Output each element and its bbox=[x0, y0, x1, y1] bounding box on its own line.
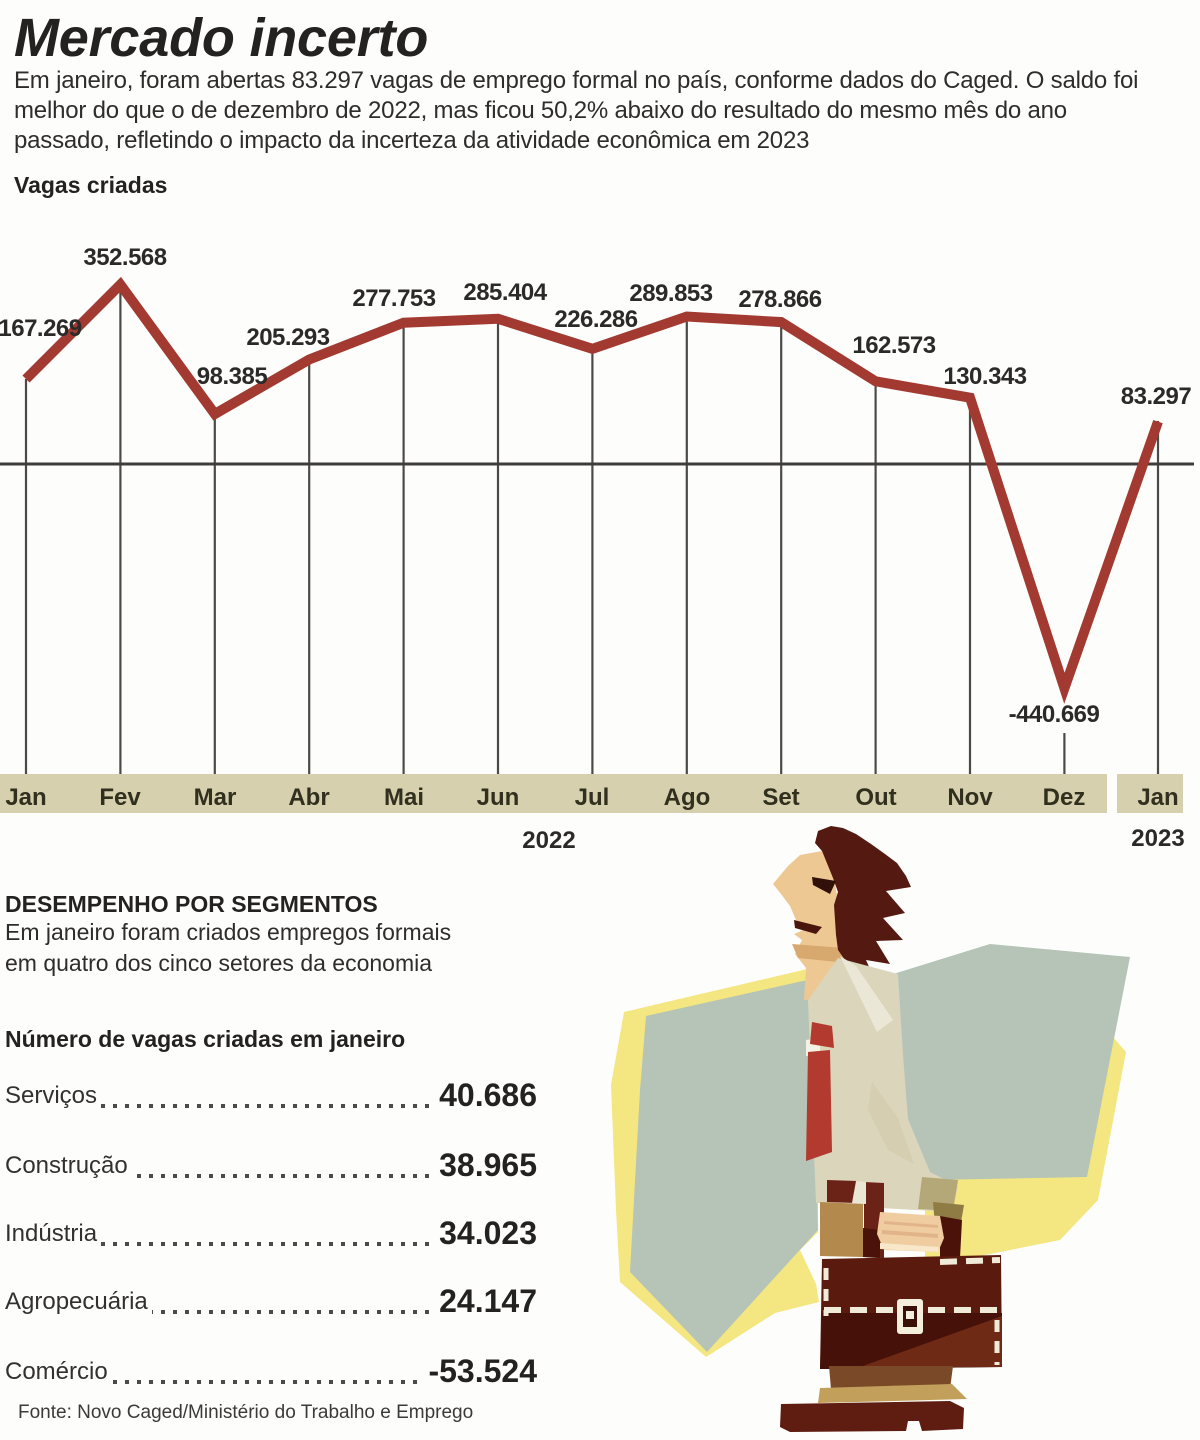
svg-text:352.568: 352.568 bbox=[83, 244, 166, 271]
svg-text:285.404: 285.404 bbox=[463, 279, 547, 306]
svg-text:130.343: 130.343 bbox=[943, 363, 1026, 390]
svg-text:Mai: Mai bbox=[384, 784, 424, 811]
svg-text:2023: 2023 bbox=[1131, 825, 1184, 852]
svg-text:205.293: 205.293 bbox=[246, 324, 329, 351]
svg-text:Mar: Mar bbox=[194, 784, 237, 811]
svg-text:2022: 2022 bbox=[522, 827, 575, 854]
svg-text:167.269: 167.269 bbox=[0, 315, 82, 342]
svg-text:-440.669: -440.669 bbox=[1009, 701, 1100, 728]
svg-text:Jan: Jan bbox=[5, 784, 46, 811]
svg-text:Nov: Nov bbox=[947, 784, 993, 811]
svg-text:278.866: 278.866 bbox=[738, 286, 821, 313]
svg-text:Ago: Ago bbox=[664, 784, 711, 811]
svg-text:277.753: 277.753 bbox=[352, 285, 435, 312]
svg-text:Jan: Jan bbox=[1137, 784, 1178, 811]
svg-text:Jun: Jun bbox=[477, 784, 520, 811]
svg-text:Out: Out bbox=[855, 784, 896, 811]
svg-text:162.573: 162.573 bbox=[852, 332, 935, 359]
svg-text:Set: Set bbox=[762, 784, 799, 811]
svg-text:226.286: 226.286 bbox=[554, 306, 637, 333]
svg-text:Dez: Dez bbox=[1043, 784, 1086, 811]
svg-text:Fev: Fev bbox=[99, 784, 141, 811]
svg-text:83.297: 83.297 bbox=[1121, 383, 1192, 410]
svg-text:Abr: Abr bbox=[288, 784, 329, 811]
svg-text:289.853: 289.853 bbox=[629, 280, 712, 307]
svg-text:Jul: Jul bbox=[575, 784, 610, 811]
svg-text:98.385: 98.385 bbox=[197, 363, 268, 390]
